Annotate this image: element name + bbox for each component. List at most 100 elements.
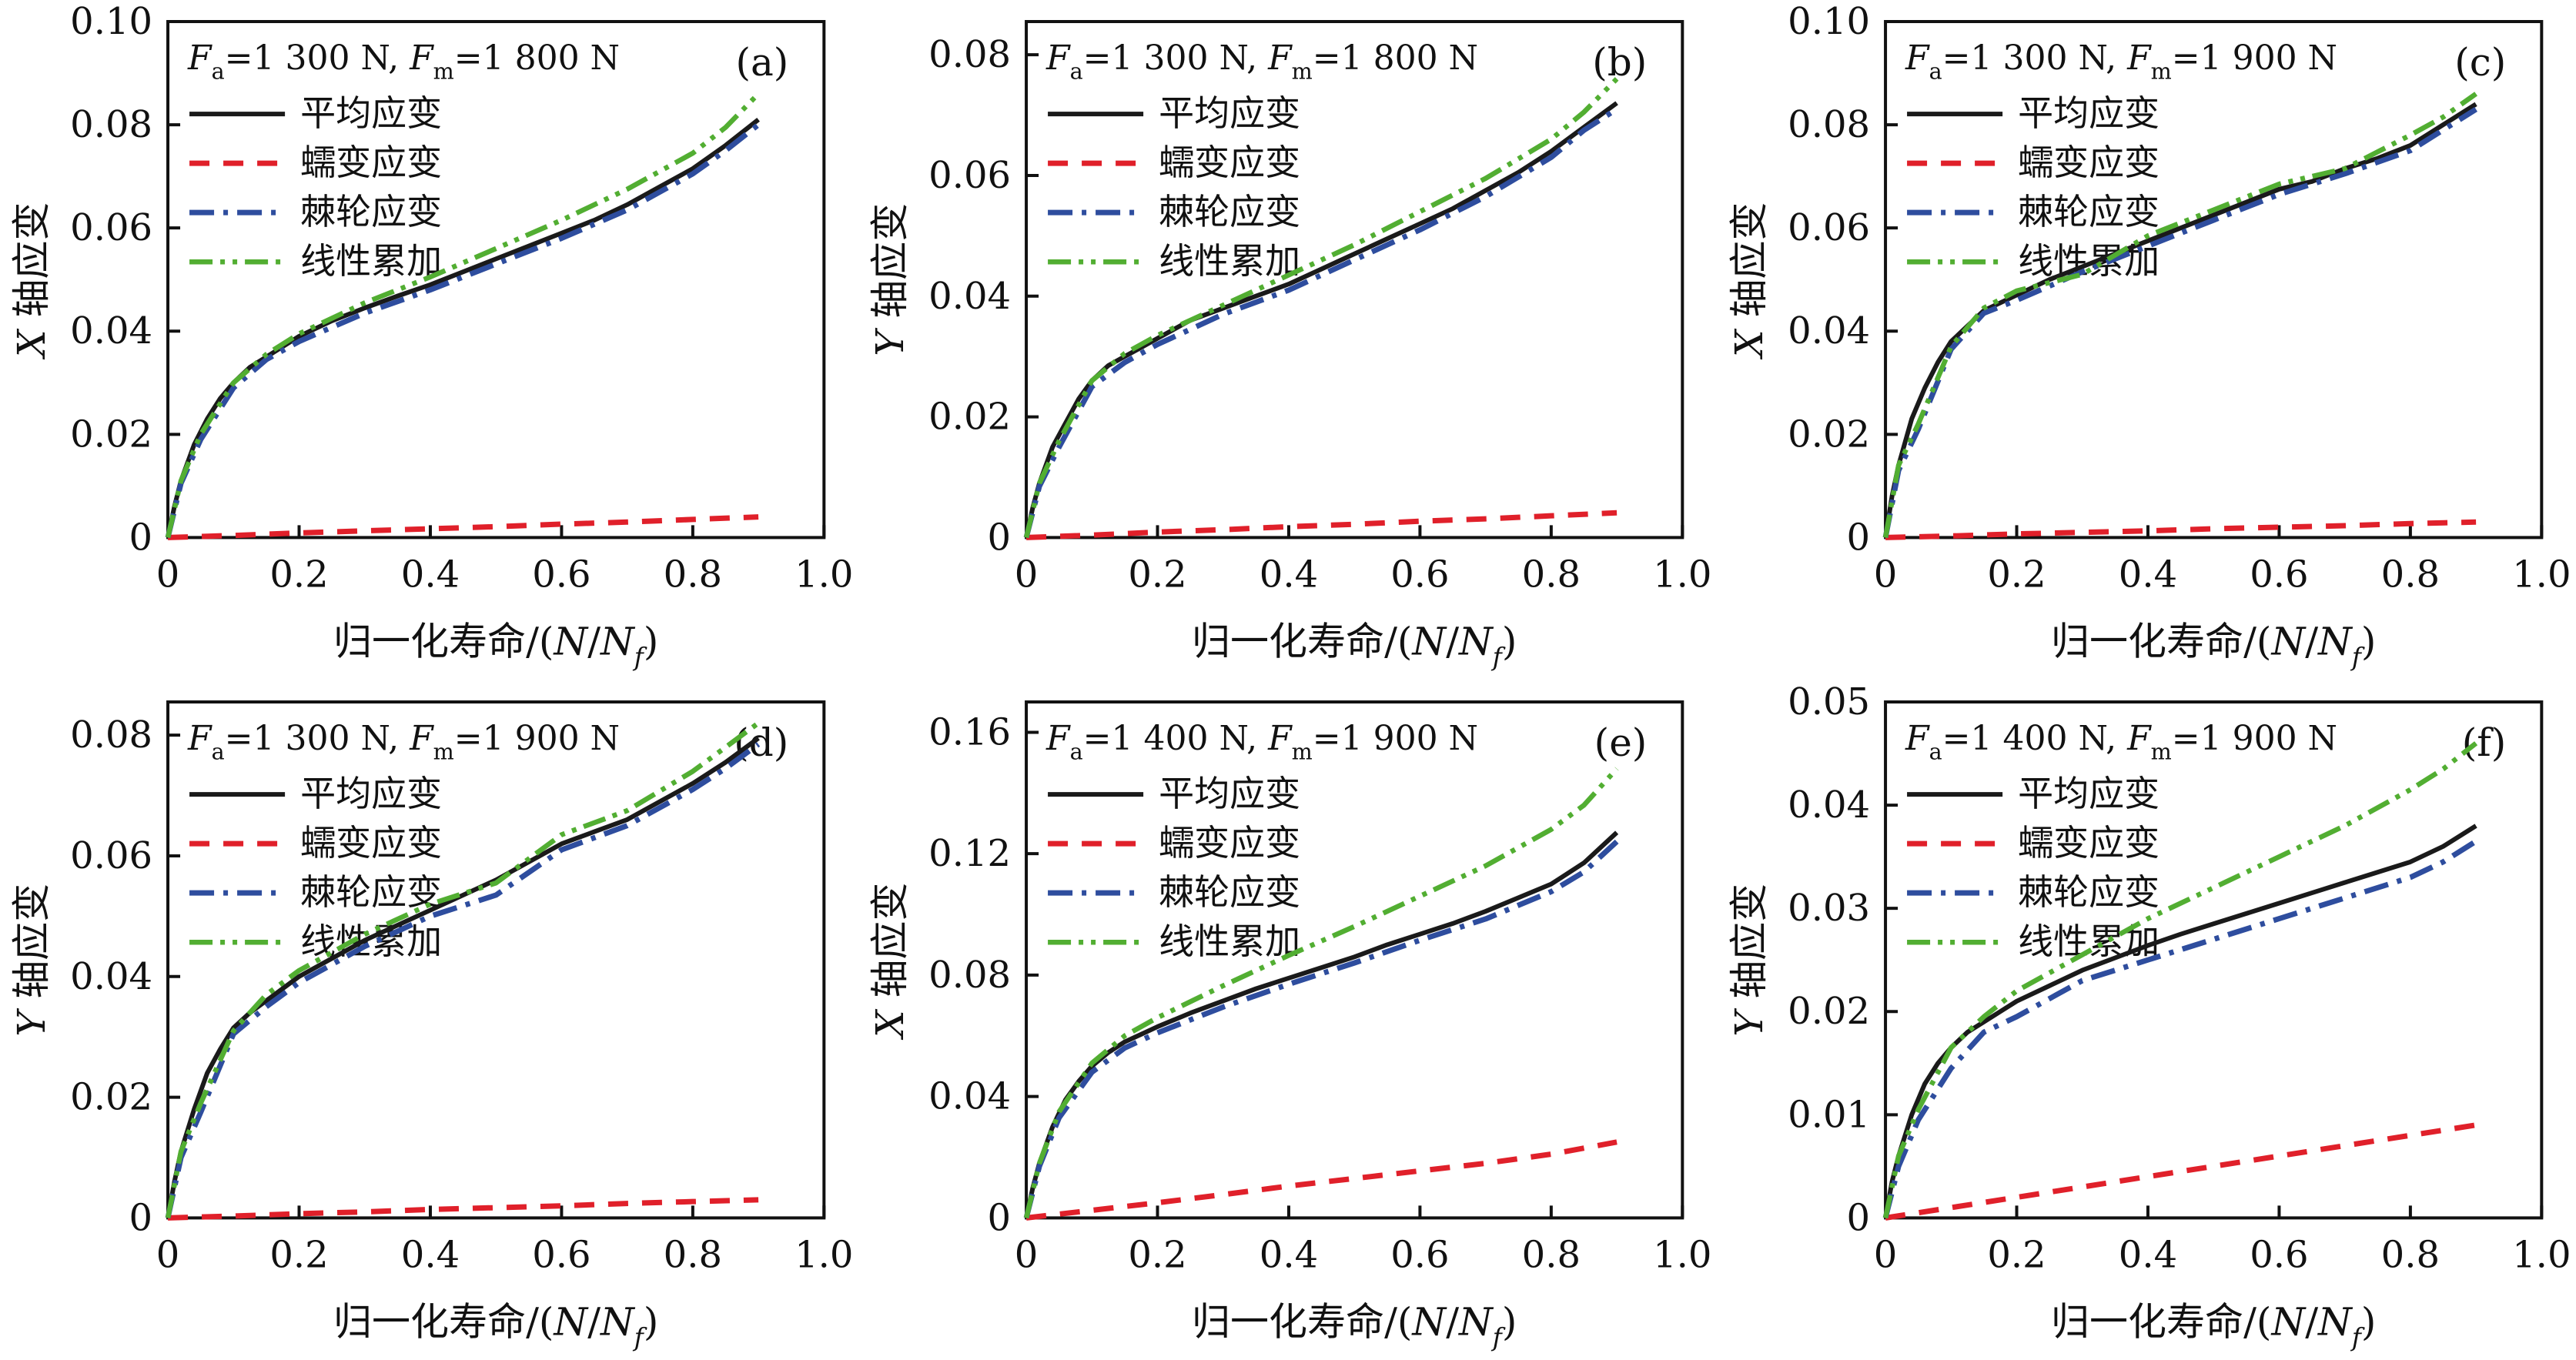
legend-label: 蠕变应变 [2018, 822, 2159, 864]
x-tick-label: 0.4 [401, 1233, 460, 1276]
legend-label: 平均应变 [2018, 773, 2159, 814]
plot-border [1883, 20, 2543, 540]
series-dashdot [165, 122, 761, 539]
plot-border [166, 700, 826, 1219]
y-tick-label: 0.03 [1788, 887, 1870, 930]
y-tick-label: 0.02 [928, 396, 1011, 439]
y-tick-label: 0.12 [928, 832, 1011, 875]
x-tick-label: 1.0 [2512, 1233, 2571, 1276]
series-dashed [1885, 519, 2476, 540]
y-tick-label: 0.02 [70, 1075, 152, 1118]
load-condition-annotation: Fa=1 300 N, Fm=1 900 N [187, 719, 620, 764]
series-dashed [1025, 1138, 1618, 1221]
series-dashdot [1882, 107, 2477, 539]
y-axis-label: Y 轴应变 [1727, 883, 1771, 1036]
y-tick-label: 0.10 [1788, 0, 1870, 43]
x-axis-label: 归一化寿命/(N/Nf) [1192, 1299, 1517, 1352]
x-tick-label: 0.4 [2118, 553, 2176, 596]
x-tick-label: 0.6 [532, 553, 590, 596]
series-dashdot [1882, 838, 2477, 1218]
x-tick-label: 0.8 [2380, 1233, 2439, 1276]
y-tick-label: 0.06 [70, 206, 152, 249]
subplot-e: 0 0.2 0.4 0.6 0.8 1.0 0 0.04 0.08 0.12 0.16 归一化寿命/(… [858, 680, 1717, 1360]
y-tick-label: 0 [129, 1196, 152, 1239]
x-tick-label: 0.4 [1260, 553, 1318, 596]
legend-label: 线性累加 [1159, 240, 1300, 282]
legend-label: 平均应变 [1159, 773, 1300, 814]
plot-border [1025, 700, 1684, 1219]
legend-label: 线性累加 [2018, 921, 2159, 962]
y-tick-label: 0.04 [1788, 309, 1870, 353]
x-axis-label: 归一化寿命/(N/Nf) [333, 1299, 658, 1352]
x-tick-label: 1.0 [1653, 553, 1711, 596]
legend-label: 蠕变应变 [300, 142, 442, 183]
x-tick-label: 0.6 [1391, 553, 1450, 596]
subplot-f: 0 0.2 0.4 0.6 0.8 1.0 0 0.01 0.02 0.03 0.04 0.05 归一化… [1718, 680, 2576, 1360]
series-solid [166, 736, 760, 1218]
load-condition-annotation: Fa=1 300 N, Fm=1 800 N [187, 38, 620, 84]
x-tick-label: 0 [1015, 553, 1039, 596]
x-tick-label: 0.6 [2250, 553, 2308, 596]
plot-border [1025, 20, 1684, 540]
y-tick-label: 0.06 [1788, 206, 1870, 249]
panel-label: (e) [1594, 720, 1648, 765]
y-tick-label: 0.04 [928, 275, 1011, 318]
y-tick-label: 0.02 [1788, 413, 1870, 456]
x-tick-label: 0.6 [2250, 1233, 2308, 1276]
x-tick-label: 0.4 [401, 553, 460, 596]
x-axis-label: 归一化寿命/(N/Nf) [2051, 619, 2376, 671]
chart-svg-a: 0 0.2 0.4 0.6 0.8 1.0 0 0.02 0.04 0.06 0.08 0.10 归一化… [9, 0, 853, 671]
y-tick-label: 0.08 [928, 33, 1011, 76]
y-axis-label: X 轴应变 [1727, 202, 1771, 360]
legend-label: 线性累加 [1159, 921, 1300, 962]
x-tick-label: 0.4 [2118, 1233, 2176, 1276]
legend-label: 蠕变应变 [1159, 822, 1300, 864]
y-axis-label: X 轴应变 [868, 882, 912, 1041]
y-axis-label: X 轴应变 [9, 202, 54, 360]
y-tick-label: 0 [988, 1196, 1012, 1239]
y-tick-label: 0.04 [70, 309, 152, 353]
y-tick-label: 0.08 [1788, 103, 1870, 146]
x-tick-label: 0.4 [1260, 1233, 1318, 1276]
y-tick-label: 0.04 [1788, 784, 1870, 827]
y-tick-label: 0 [1846, 516, 1870, 559]
series-dashdot [1024, 106, 1619, 539]
legend-label: 棘轮应变 [2018, 871, 2159, 913]
x-tick-label: 1.0 [2512, 553, 2571, 596]
x-axis-label: 归一化寿命/(N/Nf) [2051, 1299, 2376, 1352]
y-tick-label: 0.02 [1788, 990, 1870, 1033]
x-tick-label: 0 [1873, 1233, 1897, 1276]
y-tick-label: 0.16 [928, 710, 1011, 754]
y-tick-label: 0.04 [928, 1074, 1011, 1118]
x-tick-label: 0.6 [1391, 1233, 1450, 1276]
y-tick-label: 0.02 [70, 413, 152, 456]
chart-svg-e: 0 0.2 0.4 0.6 0.8 1.0 0 0.04 0.08 0.12 0.16 归一化寿命/(… [868, 700, 1712, 1352]
y-tick-label: 0 [988, 516, 1012, 559]
series-solid [1882, 823, 2477, 1218]
y-tick-label: 0.04 [70, 954, 152, 997]
x-tick-label: 0 [156, 1233, 180, 1276]
x-tick-label: 0.8 [1522, 553, 1581, 596]
series-dashdot [165, 741, 761, 1218]
y-axis-label: Y 轴应变 [868, 203, 912, 356]
legend-label: 蠕变应变 [1159, 142, 1300, 183]
chart-svg-d: 0 0.2 0.4 0.6 0.8 1.0 0 0.02 0.04 0.06 0.08 归一化寿命/(… [9, 700, 853, 1352]
y-tick-label: 0.06 [70, 834, 152, 877]
legend-label: 线性累加 [300, 921, 442, 962]
series-dashed [167, 514, 759, 540]
series-dashdotdot [1882, 740, 2477, 1218]
chart-svg-f: 0 0.2 0.4 0.6 0.8 1.0 0 0.01 0.02 0.03 0.04 0.05 归一化… [1727, 680, 2571, 1352]
x-tick-label: 0.2 [269, 1233, 328, 1276]
legend-label: 蠕变应变 [2018, 142, 2159, 183]
series-solid [1024, 101, 1619, 539]
panel-label: (f) [2461, 720, 2506, 765]
x-tick-label: 0.2 [1987, 553, 2046, 596]
x-tick-label: 0.2 [1129, 1233, 1187, 1276]
y-tick-label: 0 [1846, 1196, 1870, 1239]
x-tick-label: 0 [1015, 1233, 1039, 1276]
x-tick-label: 0.2 [1129, 553, 1187, 596]
x-tick-label: 0.8 [664, 553, 722, 596]
y-tick-label: 0.06 [928, 154, 1011, 197]
y-tick-label: 0.10 [70, 0, 152, 43]
